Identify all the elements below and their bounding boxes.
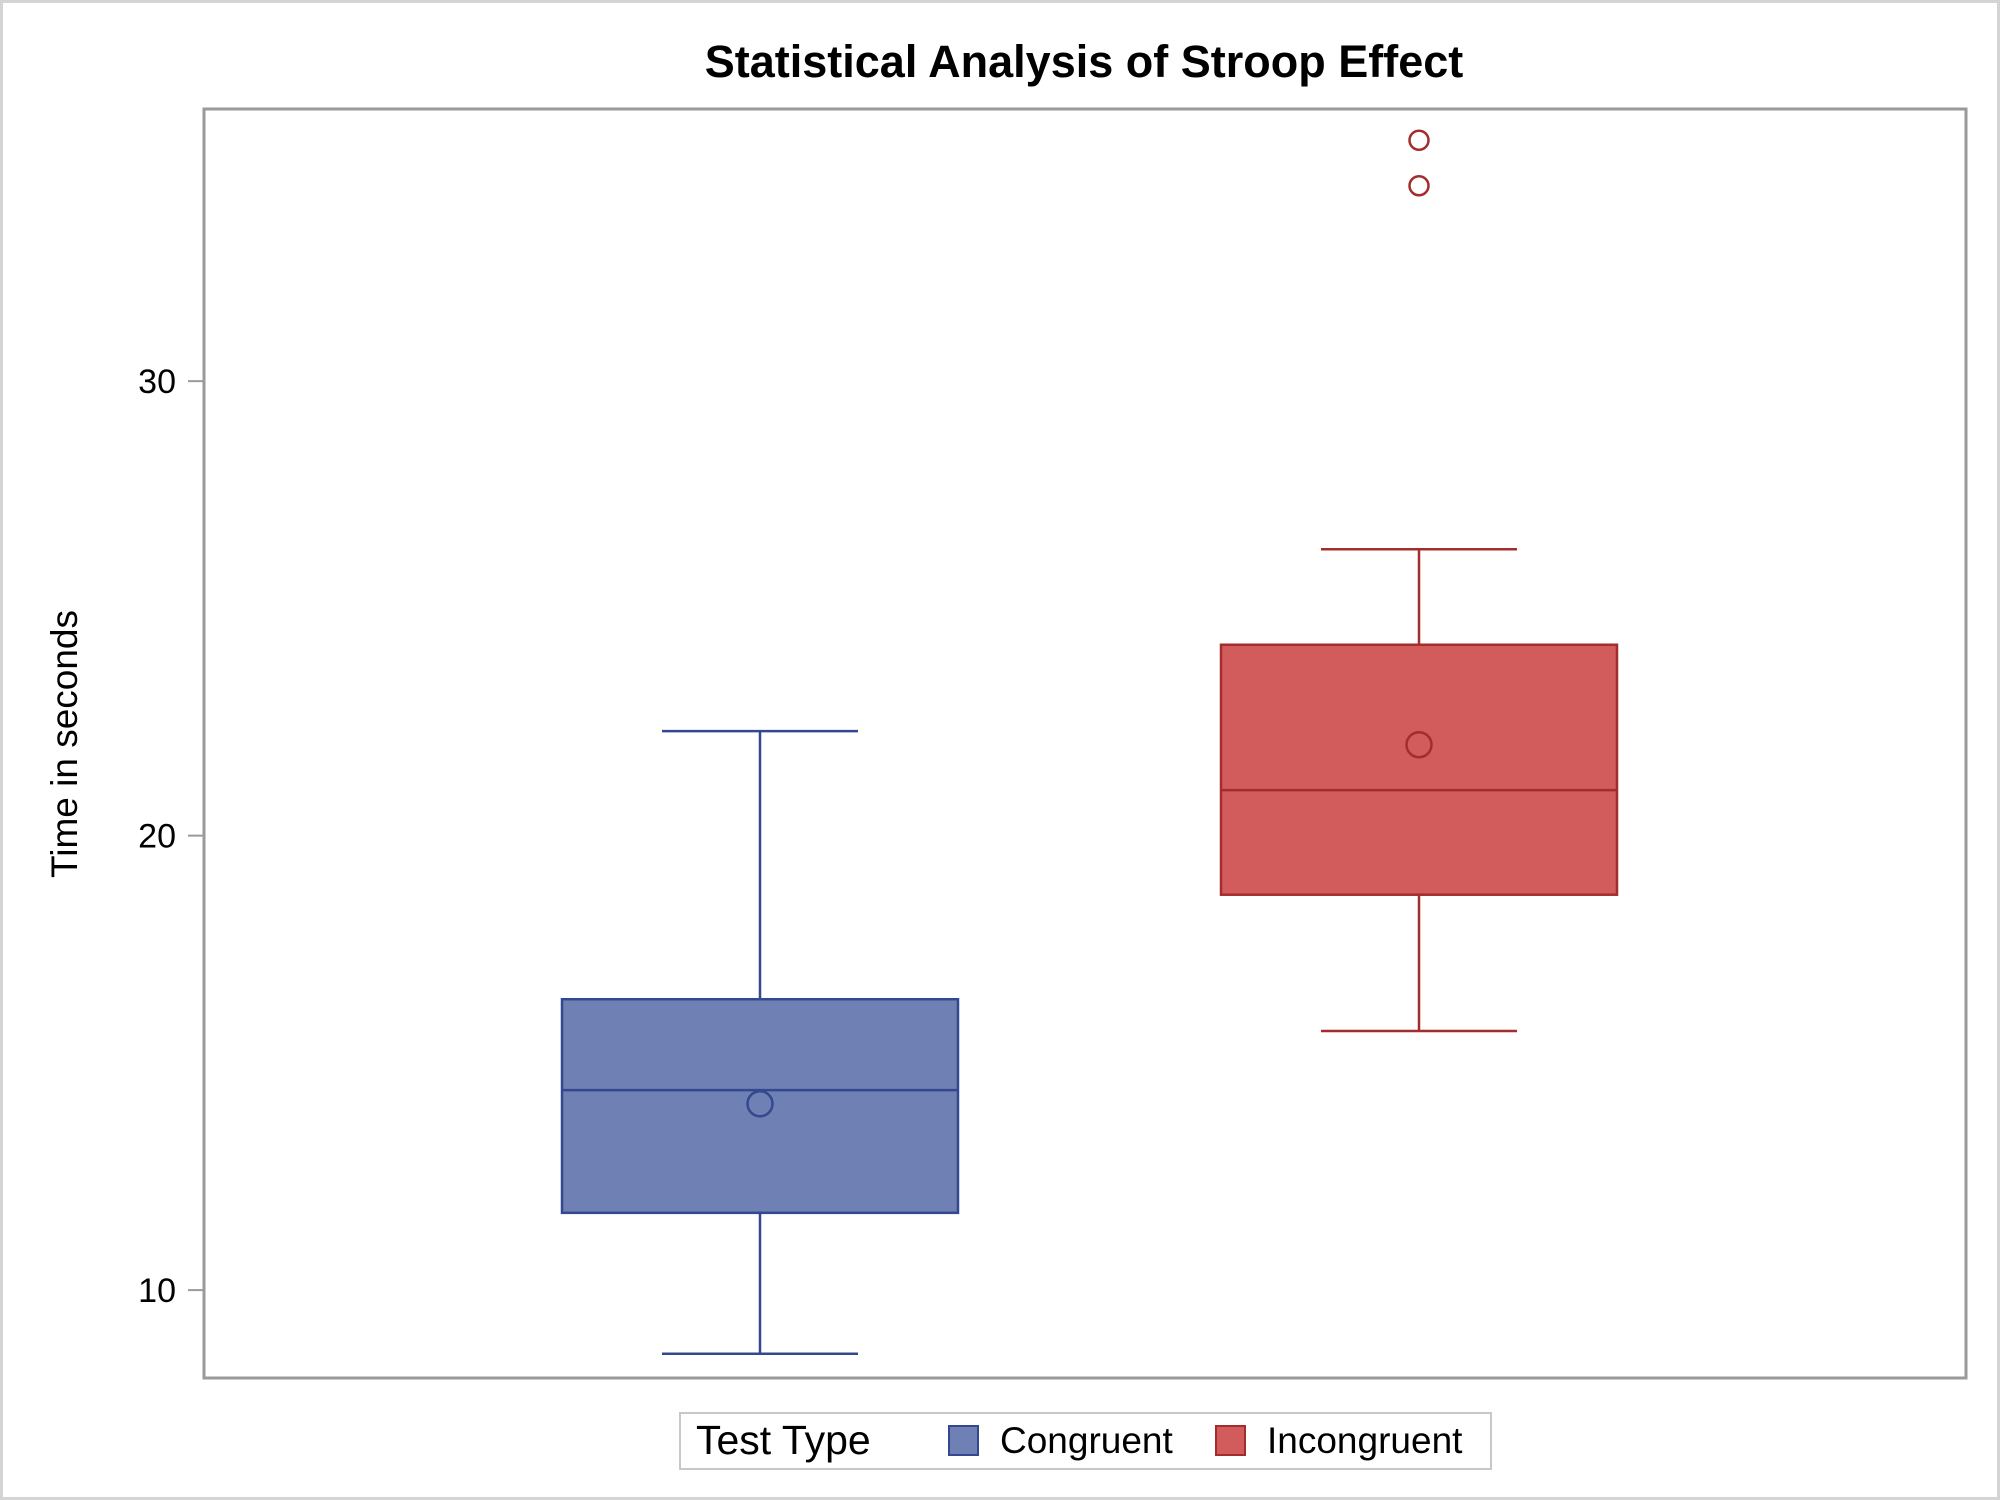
plot-area bbox=[202, 107, 1968, 1380]
y-axis-label: Time in seconds bbox=[44, 610, 85, 878]
legend-swatch-congruent bbox=[948, 1425, 979, 1456]
boxes bbox=[560, 129, 1619, 1355]
iqr-box bbox=[1219, 643, 1619, 896]
mean-marker bbox=[1405, 730, 1433, 759]
iqr-box bbox=[560, 997, 960, 1215]
outlier-point bbox=[1408, 174, 1430, 197]
legend-frame bbox=[679, 1412, 1492, 1470]
legend-swatch-incongruent bbox=[1215, 1425, 1246, 1456]
outlier-point bbox=[1408, 129, 1430, 152]
box-congruent bbox=[560, 729, 960, 1355]
y-tick-label: 10 bbox=[138, 1272, 176, 1310]
chart-title: Statistical Analysis of Stroop Effect bbox=[705, 36, 1464, 87]
y-tick-label: 20 bbox=[138, 818, 176, 856]
legend-label-incongruent: Incongruent bbox=[1267, 1420, 1463, 1461]
y-axis: 10 20 30 bbox=[138, 363, 204, 1310]
legend: Test Type Congruent Incongruent bbox=[679, 1412, 1492, 1470]
box-incongruent bbox=[1219, 129, 1619, 1033]
legend-label-congruent: Congruent bbox=[1000, 1420, 1174, 1461]
box-plot-svg: Statistical Analysis of Stroop Effect Ti… bbox=[44, 36, 1968, 1470]
legend-title: Test Type bbox=[696, 1417, 871, 1463]
mean-marker bbox=[746, 1090, 774, 1118]
y-tick-label: 30 bbox=[138, 363, 176, 401]
